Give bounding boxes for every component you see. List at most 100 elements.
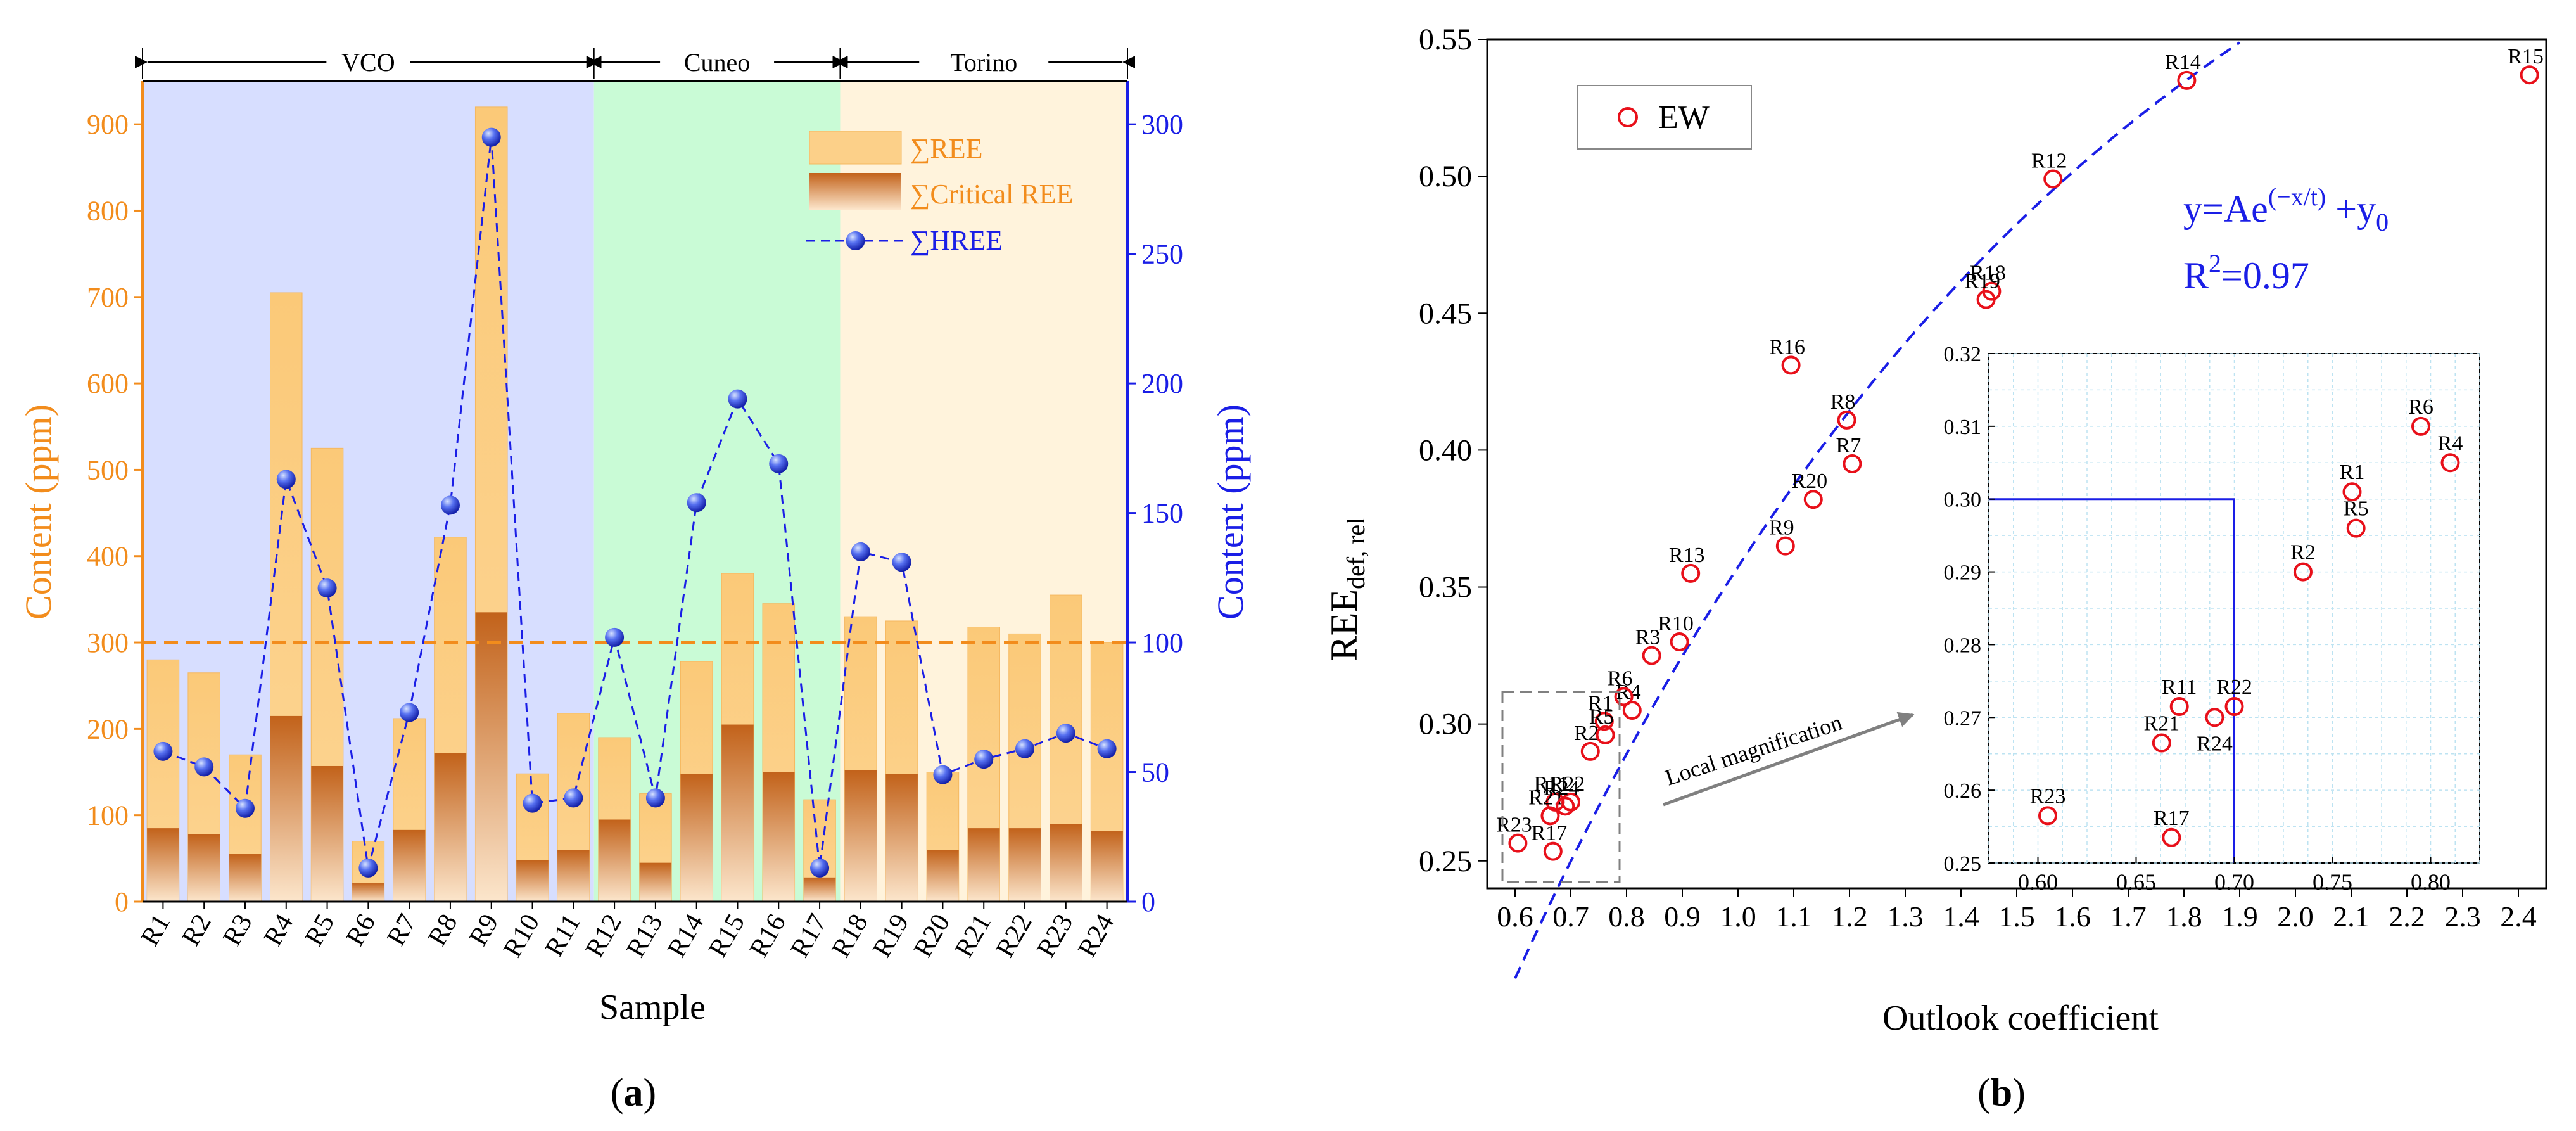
x-tick-label-R21: R21 [949, 909, 997, 962]
panel-b-x-axis-title: Outlook coefficient [1882, 999, 2159, 1038]
x-tick-label: 2.2 [2389, 900, 2425, 933]
point-R16 [1781, 355, 1801, 375]
x-tick-label: 2.4 [2500, 900, 2537, 933]
point-R14 [2177, 70, 2197, 90]
inset-point-label-R4: R4 [2438, 431, 2463, 455]
inset-x-tick-label: 0.60 [2018, 869, 2058, 895]
panel-a-legend: ∑REE ∑Critical REE ∑HREE [806, 131, 1073, 256]
inset-point-label-R23: R23 [2030, 784, 2066, 808]
panel-a-label: (a) [611, 1071, 656, 1115]
point-R17 [1543, 841, 1563, 861]
inset-point-label-R22: R22 [2216, 675, 2252, 699]
bar-critical-ree-R2 [187, 834, 220, 902]
panel-a-left-axis-title: Content (ppm) [18, 404, 59, 620]
point-label-R13: R13 [1669, 544, 1705, 567]
hree-point-R3 [235, 798, 255, 818]
y-tick-label: 0.35 [1419, 571, 1472, 604]
point-label-R20: R20 [1791, 470, 1827, 493]
panel-b-scatter-chart: 0.6 0.7 0.8 0.9 1.0 1.1 1.2 1.3 1.4 1.5 1.6 1.7 1.8 1… [1323, 23, 2547, 1115]
x-tick-label-R5: R5 [300, 909, 340, 950]
point-label-R5: R5 [1589, 705, 1615, 729]
equation-base: y=Ae [2183, 188, 2268, 230]
y-tick-label: 0.45 [1419, 297, 1472, 330]
x-tick-label: 1.9 [2221, 900, 2258, 933]
inset-x-tick-label: 0.70 [2214, 869, 2254, 895]
hree-point-R10 [523, 793, 542, 813]
x-tick-label: 1.8 [2166, 900, 2202, 933]
hree-point-R19 [892, 553, 911, 572]
legend-ree-swatch [809, 131, 902, 165]
point-label-R3: R3 [1635, 626, 1661, 649]
x-tick-label-R18: R18 [827, 909, 874, 962]
y-axis-title-subscript: def, rel [1342, 518, 1370, 589]
right-tick-label: 0 [1141, 886, 1155, 917]
y-tick-label: 0.55 [1419, 23, 1472, 56]
point-label-R18: R18 [1970, 262, 2006, 285]
inset-reference-lines [1989, 498, 2235, 863]
y-tick-label: 0.30 [1419, 708, 1472, 741]
panel-a-right-axis-title: Content (ppm) [1210, 404, 1251, 620]
point-label-R16: R16 [1769, 335, 1805, 359]
x-tick-label-R6: R6 [341, 909, 381, 950]
fit-r-squared: R2=0.97 [2183, 249, 2309, 297]
inset-x-tick-label: 0.65 [2116, 869, 2156, 895]
right-tick-label: 200 [1141, 368, 1183, 399]
inset-plot: 0.60 0.65 0.70 0.75 0.80 0.25 0.26 0.27 0.28 0.29… [1944, 343, 2480, 895]
equation-tail: +y [2326, 188, 2376, 230]
bar-critical-ree-R12 [598, 819, 631, 902]
equation-subscript: 0 [2376, 208, 2389, 236]
inset-x-tick-label: 0.75 [2313, 869, 2352, 895]
x-tick-label-R9: R9 [464, 909, 504, 950]
x-tick-label: 2.0 [2277, 900, 2314, 933]
left-tick-label: 600 [87, 368, 129, 399]
bar-critical-ree-R13 [639, 862, 672, 902]
region-cuneo-background [593, 81, 841, 902]
equation-exponent: (−x/t) [2268, 182, 2326, 211]
x-tick-label: 1.5 [1998, 900, 2035, 933]
point-R12 [2043, 169, 2063, 189]
hree-point-R14 [687, 493, 706, 513]
bar-critical-ree-R6 [352, 883, 384, 902]
hree-point-R4 [276, 470, 296, 489]
inset-point-label-R5: R5 [2344, 497, 2369, 521]
point-label-R24: R24 [1544, 776, 1580, 800]
bar-critical-ree-R5 [311, 765, 343, 902]
inset-point-label-R11: R11 [2162, 675, 2197, 699]
point-R5 [1596, 725, 1615, 744]
point-label-R19: R19 [1964, 270, 2000, 293]
point-R7 [1843, 454, 1862, 473]
point-R10 [1670, 632, 1689, 651]
hree-point-R18 [851, 542, 870, 561]
point-label-R1: R1 [1588, 691, 1613, 715]
inset-point-R24 [2205, 708, 2224, 727]
panel-b-axes: 0.6 0.7 0.8 0.9 1.0 1.1 1.2 1.3 1.4 1.5 1.6 1.7 1.8 1… [1419, 23, 2547, 933]
x-tick-label-R12: R12 [580, 909, 628, 962]
point-R21 [1540, 806, 1560, 826]
y-tick-label: 0.40 [1419, 433, 1472, 467]
hree-line [162, 137, 1108, 869]
inset-y-tick-label: 0.26 [1944, 779, 1982, 803]
x-tick-label-R8: R8 [422, 909, 463, 950]
hree-point-R1 [153, 741, 173, 761]
x-tick-label: 0.6 [1497, 900, 1533, 933]
inset-y-tick-label: 0.25 [1944, 852, 1982, 876]
inset-point-label-R17: R17 [2154, 807, 2190, 830]
x-tick-label-R17: R17 [785, 909, 833, 962]
fit-curve [1514, 41, 2241, 980]
x-tick-label: 2.1 [2333, 900, 2370, 933]
hree-point-R22 [1015, 739, 1035, 758]
inset-y-tick-label: 0.32 [1944, 343, 1982, 366]
inset-point-R4 [2440, 453, 2460, 473]
point-label-R6: R6 [1608, 667, 1633, 690]
bar-critical-ree-R16 [763, 772, 795, 902]
right-tick-label: 100 [1141, 627, 1183, 658]
x-tick-label: 1.7 [2110, 900, 2147, 933]
r2-superscript: 2 [2209, 249, 2221, 278]
inset-y-tick-label: 0.28 [1944, 634, 1982, 657]
legend-hree-label: ∑HREE [910, 225, 1003, 256]
legend-critical-label: ∑Critical REE [910, 179, 1073, 210]
left-tick-label: 800 [87, 195, 129, 226]
panel-b-label: (b) [1977, 1071, 2026, 1115]
x-tick-label-R13: R13 [621, 909, 669, 962]
